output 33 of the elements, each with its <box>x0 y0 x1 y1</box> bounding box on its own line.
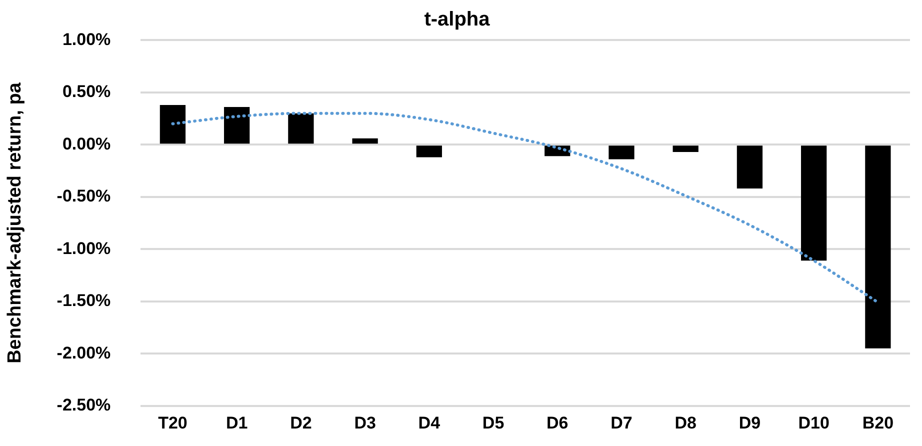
x-tick-label: T20 <box>158 414 188 433</box>
y-axis-title: Benchmark-adjusted return, pa <box>4 82 26 364</box>
x-tick-label: B20 <box>862 414 894 433</box>
x-tick-label: D3 <box>354 414 376 433</box>
x-tick-label: D5 <box>482 414 504 433</box>
x-tick-label: D6 <box>546 414 568 433</box>
bar <box>416 146 442 158</box>
x-tick-label: D9 <box>738 414 761 433</box>
x-tick-label: D10 <box>798 414 830 433</box>
x-tick-label: D2 <box>290 414 312 433</box>
bar <box>801 146 827 261</box>
bar <box>352 138 378 144</box>
bar <box>160 104 186 144</box>
y-tick-label: 1.00% <box>62 30 111 49</box>
x-tick-label: D7 <box>610 414 632 433</box>
y-tick-label: -0.50% <box>56 186 111 206</box>
bar <box>736 146 763 189</box>
x-tick-label: D8 <box>674 414 696 433</box>
y-tick-label: -2.00% <box>56 343 111 362</box>
y-tick-label: -1.00% <box>56 238 111 258</box>
line-series <box>171 112 880 304</box>
bar <box>672 146 698 152</box>
y-tick-label: -2.50% <box>56 395 111 414</box>
x-tick-label: D1 <box>226 414 248 433</box>
bar <box>224 107 250 144</box>
y-tick-label: 0.50% <box>62 82 111 102</box>
y-tick-label: -1.50% <box>56 291 111 310</box>
y-tick-label: 0.00% <box>62 134 111 154</box>
x-tick-label: D4 <box>418 414 441 433</box>
bar <box>608 146 634 160</box>
chart-title: t-alpha <box>424 8 491 31</box>
bar <box>865 146 891 348</box>
bar <box>288 113 314 144</box>
